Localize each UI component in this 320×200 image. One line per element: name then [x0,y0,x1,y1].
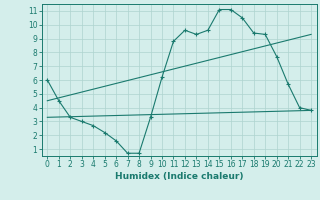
X-axis label: Humidex (Indice chaleur): Humidex (Indice chaleur) [115,172,244,181]
